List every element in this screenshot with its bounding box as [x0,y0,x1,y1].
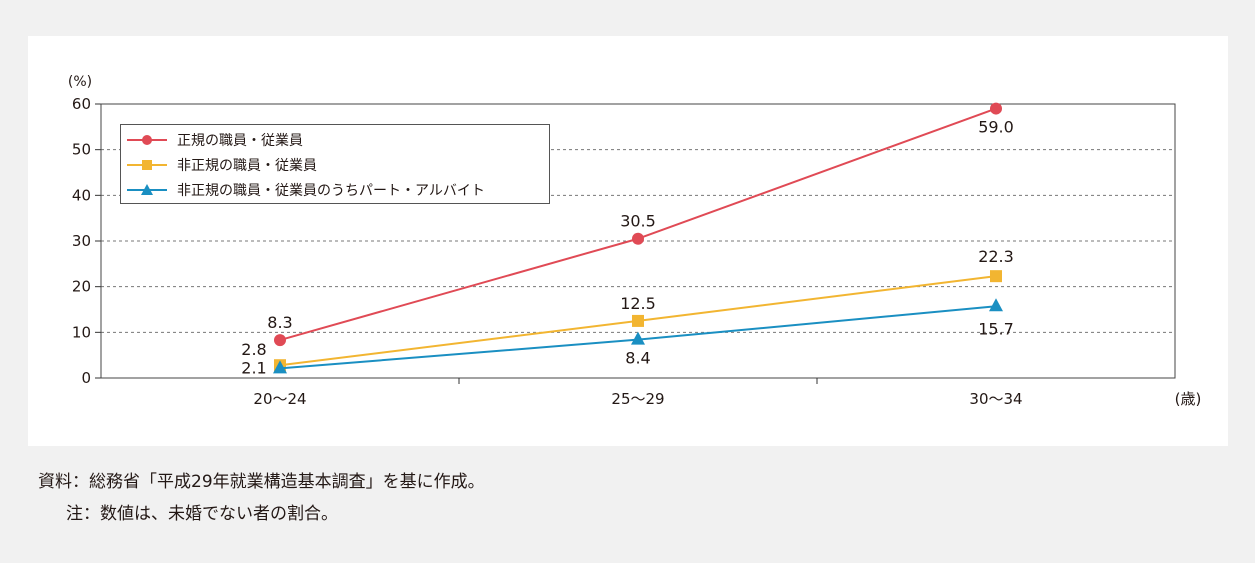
data-point [273,360,287,374]
data-label: 12.5 [620,294,656,313]
legend-label: 非正規の職員・従業員 [177,157,317,174]
source-note: 資料：総務省「平成29年就業構造基本調査」を基に作成。 [38,472,485,492]
data-label: 2.8 [241,340,266,359]
legend-item: 非正規の職員・従業員のうちパート・アルバイト [127,177,549,202]
y-tick-label: 50 [72,141,91,159]
legend-item: 正規の職員・従業員 [127,127,549,152]
data-point [990,102,1002,115]
y-tick-label: 30 [72,232,91,250]
y-tick-label: 10 [72,323,91,341]
y-tick-label: 40 [72,186,91,204]
data-label: 8.4 [625,349,650,368]
legend-label: 正規の職員・従業員 [177,132,303,149]
legend-marker-triangle [127,183,167,195]
data-point [990,270,1002,283]
data-label: 59.0 [978,118,1014,137]
data-label: 30.5 [620,212,656,231]
y-tick-label: 20 [72,278,91,296]
data-label: 15.7 [978,319,1014,338]
x-tick-label: 25～29 [611,390,664,408]
data-point [989,298,1003,312]
y-tick-label: 0 [81,369,91,387]
x-unit-label: (歳) [1175,390,1202,408]
legend-marker-square [127,159,167,170]
legend: 正規の職員・従業員 非正規の職員・従業員 非正規の職員・従業員のうちパート・アル… [120,124,550,204]
legend-item: 非正規の職員・従業員 [127,152,549,177]
data-label: 2.1 [241,358,266,377]
data-label: 8.3 [267,313,292,332]
y-unit-label: (%) [68,74,92,90]
data-point [632,232,644,245]
y-tick-label: 60 [72,95,91,113]
footnote: 注：数値は、未婚でない者の割合。 [66,504,338,524]
data-point [632,314,644,327]
data-point [631,331,645,345]
notes: 資料：総務省「平成29年就業構造基本調査」を基に作成。 注：数値は、未婚でない者… [38,466,485,530]
line-chart: 0 10 20 30 40 50 60 20～24 25～29 30～34 (%) (歳) 8.3 30.… [68,74,1202,408]
legend-marker-circle [127,134,167,145]
data-point [274,334,286,347]
x-tick-label: 30～34 [969,390,1022,408]
plot-frame [100,103,1176,379]
legend-label: 非正規の職員・従業員のうちパート・アルバイト [177,182,485,199]
data-label: 22.3 [978,247,1014,266]
x-tick-label: 20～24 [253,390,306,408]
chart-panel: 0 10 20 30 40 50 60 20～24 25～29 30～34 (%) (歳) 8.3 30.… [28,36,1228,446]
